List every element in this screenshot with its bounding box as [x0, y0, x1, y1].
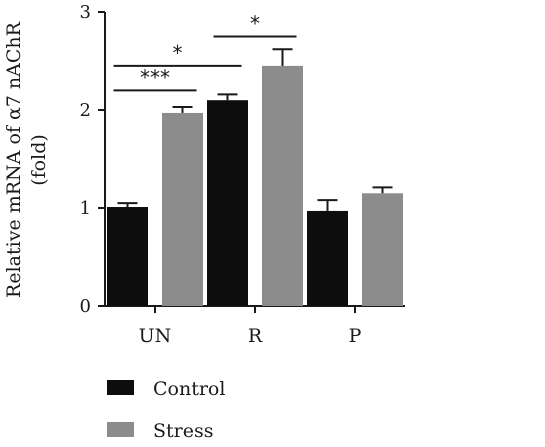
legend-label: Stress [153, 420, 213, 442]
legend-swatch [107, 422, 134, 437]
y-tick-label: 2 [80, 100, 91, 121]
y-tick-label: 0 [80, 296, 91, 317]
legend: Control Stress [107, 378, 225, 442]
bar [362, 193, 403, 306]
x-tick-label: UN [139, 325, 172, 347]
bar [307, 210, 348, 306]
bars [107, 48, 403, 307]
bar [107, 207, 148, 306]
significance-label: *** [140, 65, 170, 89]
bar [207, 100, 248, 306]
significance-label: * [250, 12, 260, 36]
bar [262, 65, 303, 307]
y-axis-label-line1: Relative mRNA of α7 nAChR [3, 21, 25, 298]
x-tick-label: R [248, 325, 263, 347]
y-tick-label: 3 [80, 2, 91, 23]
y-axis-label-line2: (fold) [28, 134, 50, 186]
y-axis-label: Relative mRNA of α7 nAChR (fold) [3, 21, 50, 298]
significance-label: * [173, 41, 183, 65]
significance-brackets: ***** [113, 12, 297, 92]
legend-swatch [107, 380, 134, 395]
x-tick-label: P [349, 325, 362, 347]
legend-label: Control [153, 378, 225, 400]
bar [162, 112, 203, 306]
axes: 0 1 2 3 UN R P [80, 2, 405, 347]
y-tick-label: 1 [80, 198, 91, 219]
